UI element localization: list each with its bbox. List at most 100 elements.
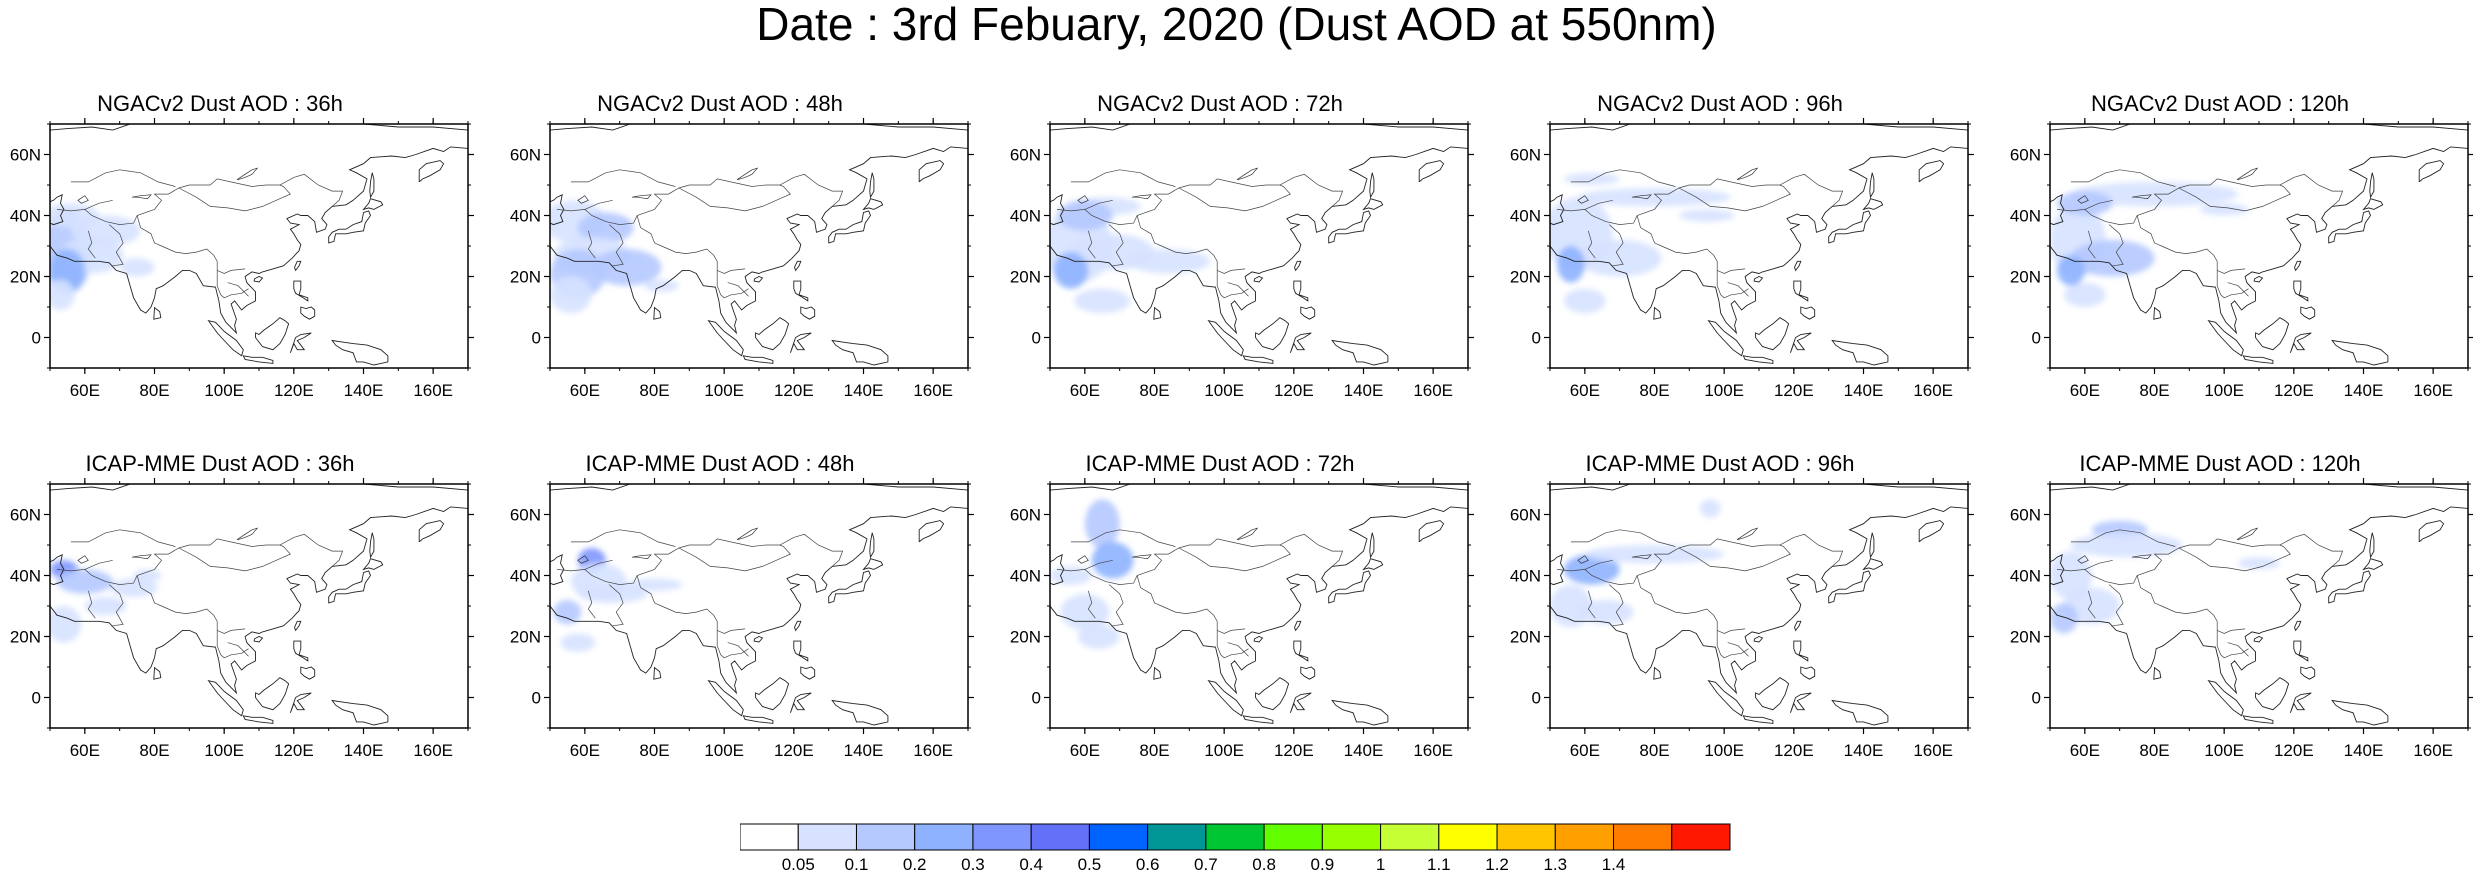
lon-tick-label: 80E <box>2139 381 2169 400</box>
island-outline <box>1707 679 1744 717</box>
island-outline <box>362 198 384 211</box>
island-outline <box>300 666 316 680</box>
island-outline <box>1242 715 1274 724</box>
lon-tick-label: 60E <box>2070 381 2100 400</box>
island-outline <box>869 172 875 199</box>
country-border <box>1178 544 1291 572</box>
colorbar-label: 0.3 <box>961 855 985 872</box>
coastline <box>918 160 945 183</box>
lat-tick-label: 20N <box>510 628 541 647</box>
country-border <box>2056 173 2344 225</box>
colorbar-label: 0.1 <box>845 855 869 872</box>
colorbar-swatch <box>1380 823 1440 851</box>
country-border <box>1070 529 1176 547</box>
island-outline <box>1789 332 1812 353</box>
lon-tick-label: 60E <box>1570 381 1600 400</box>
island-outline <box>1742 355 1774 364</box>
island-outline <box>1253 276 1264 283</box>
coastline <box>1050 194 1065 226</box>
lon-tick-label: 160E <box>913 381 953 400</box>
lon-tick-label: 160E <box>2413 381 2453 400</box>
country-border <box>1727 642 1749 657</box>
lat-tick-label: 60N <box>1010 146 1041 165</box>
lon-tick-label: 120E <box>1274 741 1314 760</box>
map-panel-icap-120h: ICAP-MME Dust AOD : 120h 60N 40N 20N 0 60E 80… <box>2010 450 2473 790</box>
country-border <box>1608 584 1624 627</box>
lake-outline <box>236 167 259 181</box>
country-border <box>2108 224 2124 267</box>
colorbar-label: 0.2 <box>903 855 927 872</box>
colorbar-label: 0.8 <box>1252 855 1276 872</box>
island-outline <box>1328 570 1372 604</box>
axis-labels: 60N 40N 20N 0 60E 80E 100E 120E 140E 160E <box>1510 478 1974 760</box>
coastline <box>1918 160 1945 183</box>
lat-tick-label: 20N <box>510 268 541 287</box>
country-border <box>2178 544 2291 572</box>
island-outline <box>207 679 244 717</box>
coastline <box>2050 194 2065 226</box>
coastline <box>550 554 565 586</box>
country-border <box>136 575 246 634</box>
country-border <box>2108 584 2124 627</box>
lon-tick-label: 60E <box>70 741 100 760</box>
country-border <box>570 529 676 547</box>
map-panel-ngac-120h: NGACv2 Dust AOD : 120h 60N 40N 20N 0 60E 80E 1… <box>2010 90 2473 430</box>
lake-outline <box>1577 195 1589 204</box>
island-outline <box>2331 699 2389 726</box>
coastline <box>550 506 968 695</box>
country-border <box>2227 642 2249 657</box>
lon-tick-label: 120E <box>2274 381 2314 400</box>
island-outline <box>369 172 375 199</box>
country-border <box>2136 215 2246 274</box>
coastline <box>550 124 968 131</box>
country-border <box>136 215 246 274</box>
coastline <box>1050 146 1468 335</box>
country-border <box>587 590 596 619</box>
colorbar-label: 1.2 <box>1485 855 1509 872</box>
axis-labels: 60N 40N 20N 0 60E 80E 100E 120E 140E 160E <box>1010 478 1474 760</box>
panel-title: ICAP-MME Dust AOD : 48h <box>585 451 855 476</box>
lon-tick-label: 100E <box>2204 741 2244 760</box>
lat-tick-label: 40N <box>510 567 541 586</box>
island-outline <box>707 679 744 717</box>
dust-blob <box>591 249 662 286</box>
island-outline <box>1794 260 1802 272</box>
country-border <box>1108 224 1124 267</box>
island-outline <box>1793 640 1809 662</box>
island-outline <box>255 317 290 351</box>
island-outline <box>789 692 812 713</box>
coastline <box>50 124 468 131</box>
country-border <box>1070 169 1176 187</box>
lat-tick-label: 0 <box>2032 329 2041 348</box>
island-outline <box>742 355 774 364</box>
lon-tick-label: 140E <box>1344 381 1384 400</box>
country-border <box>56 533 344 585</box>
lake-outline <box>736 527 759 541</box>
island-outline <box>1331 699 1389 726</box>
island-outline <box>2293 640 2309 662</box>
lake-outline <box>1631 194 1652 200</box>
lat-tick-label: 20N <box>10 628 41 647</box>
axis-labels: 60N 40N 20N 0 60E 80E 100E 120E 140E 160E <box>510 118 974 400</box>
coastline <box>1550 146 1968 335</box>
island-outline <box>1869 532 1875 559</box>
dust-blob <box>1084 499 1120 549</box>
lon-tick-label: 140E <box>1844 381 1884 400</box>
country-border <box>716 270 749 299</box>
lon-tick-label: 60E <box>1570 741 1600 760</box>
country-border <box>70 529 176 547</box>
island-outline <box>831 699 889 726</box>
dust-blob <box>2056 191 2113 216</box>
dust-blob <box>109 578 158 597</box>
lon-tick-label: 80E <box>639 381 669 400</box>
island-outline <box>1362 558 1384 571</box>
dust-blob <box>1577 188 1732 207</box>
colorbar-label: 1.3 <box>1543 855 1567 872</box>
island-outline <box>800 306 816 320</box>
axis-labels: 60N 40N 20N 0 60E 80E 100E 120E 140E 160E <box>1010 118 1474 400</box>
island-outline <box>707 319 744 357</box>
axis-labels: 60N 40N 20N 0 60E 80E 100E 120E 140E 160E <box>510 478 974 760</box>
island-outline <box>653 306 662 320</box>
island-outline <box>2255 317 2290 351</box>
island-outline <box>1869 172 1875 199</box>
